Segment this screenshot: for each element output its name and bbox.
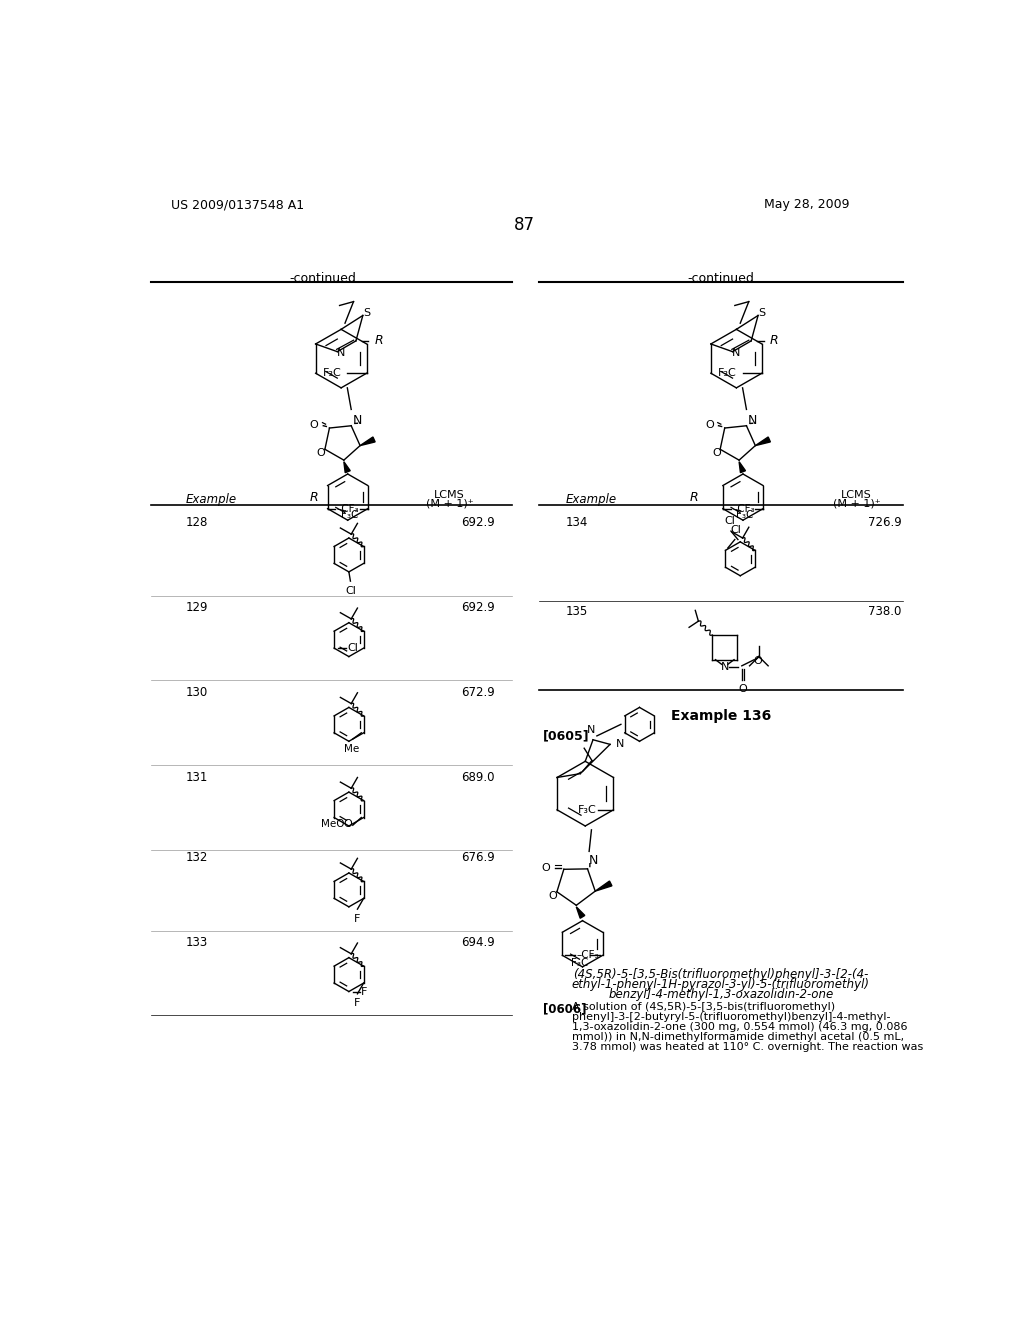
Text: F: F [353, 913, 359, 924]
Polygon shape [739, 462, 745, 473]
Text: -continued: -continued [687, 272, 755, 285]
Text: N: N [337, 348, 345, 358]
Text: O: O [316, 447, 326, 458]
Text: F: F [361, 986, 368, 997]
Text: 689.0: 689.0 [461, 771, 495, 784]
Text: (M + 1)⁺: (M + 1)⁺ [426, 499, 473, 508]
Text: US 2009/0137548 A1: US 2009/0137548 A1 [171, 198, 304, 211]
Text: 131: 131 [186, 771, 209, 784]
Text: R: R [690, 491, 698, 504]
Text: S: S [759, 308, 766, 318]
Polygon shape [344, 462, 350, 473]
Text: 1,3-oxazolidin-2-one (300 mg, 0.554 mmol) (46.3 mg, 0.086: 1,3-oxazolidin-2-one (300 mg, 0.554 mmol… [572, 1022, 907, 1032]
Text: Example 136: Example 136 [671, 709, 771, 723]
Text: Example: Example [186, 494, 238, 507]
Text: –CF₃: –CF₃ [577, 950, 599, 961]
Text: 676.9: 676.9 [461, 851, 495, 865]
Text: [0605]: [0605] [543, 730, 589, 743]
Text: O: O [712, 447, 721, 458]
Text: (M + 1)⁺: (M + 1)⁺ [833, 499, 881, 508]
Text: –CF₃: –CF₃ [337, 504, 359, 513]
Text: [0606]: [0606] [543, 1002, 586, 1015]
Text: 3.78 mmol) was heated at 110° C. overnight. The reaction was: 3.78 mmol) was heated at 110° C. overnig… [572, 1043, 924, 1052]
Text: 134: 134 [566, 516, 588, 529]
Text: LCMS: LCMS [434, 490, 465, 499]
Text: (4S,5R)-5-[3,5-Bis(trifluoromethyl)phenyl]-3-[2-(4-: (4S,5R)-5-[3,5-Bis(trifluoromethyl)pheny… [573, 969, 868, 982]
Text: F₃C: F₃C [324, 368, 342, 379]
Text: F₃C: F₃C [571, 958, 589, 968]
Text: –CF₃: –CF₃ [732, 504, 755, 513]
Text: 132: 132 [186, 851, 209, 865]
Text: 87: 87 [514, 216, 536, 234]
Text: S: S [364, 308, 371, 318]
Text: A solution of (4S,5R)-5-[3,5-bis(trifluoromethyl): A solution of (4S,5R)-5-[3,5-bis(trifluo… [572, 1002, 836, 1012]
Polygon shape [360, 437, 375, 446]
Text: 129: 129 [186, 601, 209, 614]
Text: F: F [353, 998, 359, 1008]
Text: 133: 133 [186, 936, 208, 949]
Text: Example: Example [566, 494, 617, 507]
Text: 672.9: 672.9 [461, 686, 495, 698]
Text: O: O [549, 891, 557, 900]
Text: Cl: Cl [347, 643, 358, 653]
Text: N: N [732, 348, 740, 358]
Text: O: O [754, 656, 762, 667]
Text: 694.9: 694.9 [461, 936, 495, 949]
Text: ethyl-1-phenyl-1H-pyrazol-3-yl)-5-(trifluoromethyl): ethyl-1-phenyl-1H-pyrazol-3-yl)-5-(trifl… [571, 978, 869, 991]
Text: N: N [615, 739, 624, 750]
Text: LCMS: LCMS [841, 490, 871, 499]
Text: F₃C: F₃C [736, 510, 754, 520]
Text: Cl: Cl [730, 525, 741, 535]
Text: benzyl]-4-methyl-1,3-oxazolidin-2-one: benzyl]-4-methyl-1,3-oxazolidin-2-one [608, 989, 834, 1002]
Text: 692.9: 692.9 [461, 516, 495, 529]
Text: 135: 135 [566, 605, 588, 618]
Polygon shape [756, 437, 770, 446]
Text: R: R [770, 334, 778, 347]
Polygon shape [595, 880, 612, 891]
Text: N: N [748, 413, 758, 426]
Text: 738.0: 738.0 [868, 605, 901, 618]
Text: N: N [589, 854, 598, 867]
Text: 692.9: 692.9 [461, 601, 495, 614]
Text: Me: Me [344, 743, 358, 754]
Text: N: N [587, 725, 596, 735]
Text: F₃C: F₃C [578, 805, 596, 814]
Text: O: O [738, 684, 746, 694]
Text: O: O [343, 818, 352, 829]
Text: N: N [352, 413, 362, 426]
Text: Cl: Cl [725, 516, 735, 527]
Text: F₃C: F₃C [341, 510, 358, 520]
Text: O: O [706, 420, 714, 430]
Text: MeO: MeO [321, 818, 344, 829]
Text: R: R [375, 334, 383, 347]
Text: N: N [721, 663, 729, 672]
Text: Cl: Cl [345, 586, 356, 595]
Text: 128: 128 [186, 516, 209, 529]
Text: F₃C: F₃C [718, 368, 737, 379]
Text: 726.9: 726.9 [868, 516, 902, 529]
Text: phenyl]-3-[2-butyryl-5-(trifluoromethyl)benzyl]-4-methyl-: phenyl]-3-[2-butyryl-5-(trifluoromethyl)… [572, 1012, 891, 1022]
Polygon shape [577, 907, 585, 919]
Text: O: O [541, 863, 550, 873]
Text: -continued: -continued [290, 272, 356, 285]
Text: R: R [310, 491, 318, 504]
Text: 130: 130 [186, 686, 208, 698]
Text: O: O [310, 420, 318, 430]
Text: mmol)) in N,N-dimethylformamide dimethyl acetal (0.5 mL,: mmol)) in N,N-dimethylformamide dimethyl… [572, 1032, 904, 1043]
Text: May 28, 2009: May 28, 2009 [764, 198, 849, 211]
